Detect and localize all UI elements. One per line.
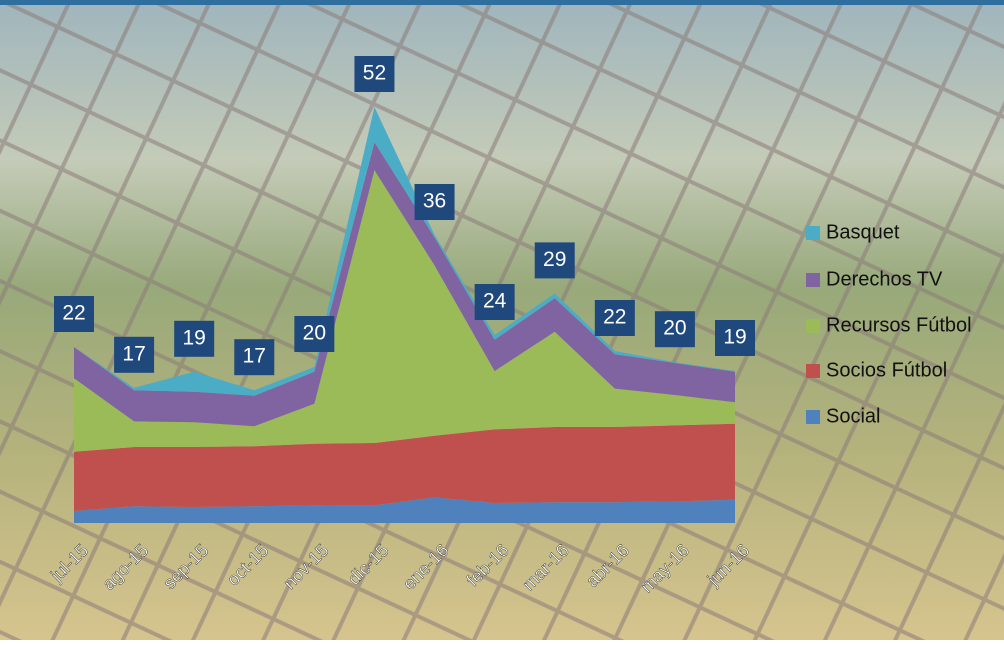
- value-label: 36: [423, 190, 446, 213]
- legend-swatch: [806, 319, 820, 333]
- value-label: 24: [483, 290, 507, 313]
- value-label: 20: [663, 317, 686, 340]
- value-label-box: [474, 284, 515, 320]
- value-label: 20: [303, 322, 326, 345]
- legend-swatch: [806, 273, 820, 287]
- legend-swatch: [806, 364, 820, 378]
- legend-label: Derechos TV: [826, 268, 943, 290]
- value-label-box: [234, 339, 275, 376]
- area: [74, 497, 735, 523]
- value-label: 52: [363, 62, 386, 85]
- area: [74, 423, 735, 511]
- legend-swatch: [806, 226, 820, 240]
- legend-label: Basquet: [826, 221, 900, 243]
- value-label-box: [54, 296, 94, 332]
- value-label-box: [174, 320, 215, 357]
- value-label: 17: [122, 342, 145, 365]
- top-border: [0, 0, 1004, 5]
- value-label-box: [294, 316, 335, 352]
- value-label: 22: [62, 302, 85, 325]
- area: [74, 142, 735, 427]
- value-label-box: [654, 311, 695, 348]
- value-label-box: [354, 56, 395, 92]
- legend-label: Recursos Fútbol: [826, 314, 972, 336]
- area: [74, 170, 735, 452]
- value-label-box: [594, 300, 635, 336]
- value-label-box: [114, 336, 155, 373]
- legend-swatch: [806, 410, 820, 424]
- legend-label: Social: [826, 405, 880, 427]
- value-label: 17: [243, 345, 266, 368]
- value-label: 19: [183, 326, 206, 349]
- value-label: 22: [603, 306, 626, 329]
- value-label-box: [414, 184, 455, 220]
- value-label: 29: [543, 248, 566, 271]
- value-label-box: [534, 242, 575, 279]
- legend-label: Socios Fútbol: [826, 359, 947, 381]
- value-label: 19: [723, 326, 746, 349]
- value-label-box: [715, 320, 755, 356]
